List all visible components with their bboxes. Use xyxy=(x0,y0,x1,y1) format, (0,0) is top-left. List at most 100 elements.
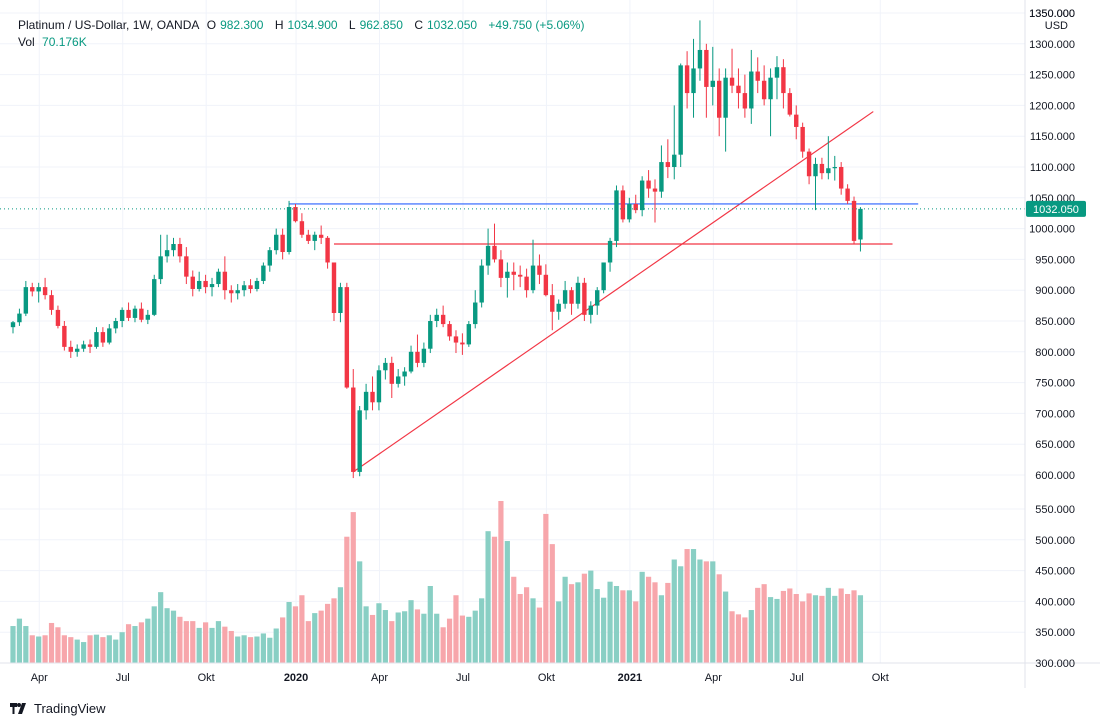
candle-body xyxy=(184,256,189,277)
candle-body xyxy=(164,250,170,257)
volume-bar xyxy=(55,627,61,663)
candle-body xyxy=(267,250,272,266)
candle-body xyxy=(639,180,645,211)
price-tick-label: 1150.000 xyxy=(1030,131,1075,143)
volume-bar xyxy=(459,615,465,663)
candle-body xyxy=(517,274,523,277)
candle-body xyxy=(761,80,767,100)
candle-body xyxy=(10,322,16,328)
volume-bar xyxy=(29,635,35,663)
candle-body xyxy=(749,71,754,109)
candle-body xyxy=(466,324,472,345)
candle-body xyxy=(678,65,683,155)
candle-body xyxy=(158,256,163,280)
svg-text:1032.050: 1032.050 xyxy=(1033,204,1079,216)
price-tick-label: 550.000 xyxy=(1035,504,1075,516)
volume-bar xyxy=(639,571,645,663)
legend-row-volume: Vol 70.176K xyxy=(18,34,588,51)
volume-bar xyxy=(793,594,799,663)
volume-bar xyxy=(716,574,722,663)
volume-bar xyxy=(427,586,433,663)
volume-bar xyxy=(780,590,786,663)
volume-bar xyxy=(697,559,703,663)
volume-bar xyxy=(138,622,144,663)
volume-bar xyxy=(562,576,568,663)
volume-bar xyxy=(800,601,806,663)
legend-vol-label[interactable]: Vol xyxy=(18,35,35,49)
volume-bar xyxy=(228,630,234,663)
volume-bars xyxy=(10,500,864,663)
candle-body xyxy=(781,67,786,94)
volume-bar xyxy=(472,610,478,663)
volume-bar xyxy=(164,608,170,663)
volume-bar xyxy=(633,601,639,663)
volume-bar xyxy=(607,581,613,663)
candle-body xyxy=(177,244,183,257)
candle-body xyxy=(768,77,773,100)
price-axis[interactable]: 600.000 650.000 700.000 750.000 800.000 850.0… xyxy=(1029,8,1075,670)
volume-bar xyxy=(196,627,202,663)
price-tick-label: 1250.000 xyxy=(1029,70,1075,82)
candle-body xyxy=(280,234,285,253)
volume-bar xyxy=(363,606,369,663)
volume-bar xyxy=(568,584,575,663)
volume-bar xyxy=(851,590,857,663)
volume-bar xyxy=(857,595,864,663)
candle-body xyxy=(75,348,80,352)
candle-body xyxy=(286,207,292,253)
brand-name: TradingView xyxy=(34,701,106,716)
volume-bar xyxy=(376,603,382,663)
volume-bar xyxy=(684,549,690,663)
volume-bar xyxy=(389,621,395,663)
candle-body xyxy=(36,287,41,292)
annotations[interactable] xyxy=(289,111,919,473)
volume-bar xyxy=(203,622,209,663)
tradingview-logo-icon xyxy=(10,703,26,714)
candle-body xyxy=(607,240,613,263)
candle-body xyxy=(415,351,420,363)
volume-bar xyxy=(466,616,472,663)
volume-bar xyxy=(690,549,697,663)
time-tick-label: 2021 xyxy=(618,672,642,684)
candle-body xyxy=(152,279,157,315)
candle-body xyxy=(691,68,696,94)
time-tick-label: 2020 xyxy=(284,672,308,684)
candle-body xyxy=(569,290,574,304)
candle-body xyxy=(813,163,818,177)
candle-body xyxy=(595,290,600,306)
time-tick-label: Jul xyxy=(790,672,804,684)
candle-body xyxy=(838,167,844,189)
volume-bar xyxy=(151,606,157,663)
candle-body xyxy=(601,262,606,291)
legend-symbol[interactable]: Platinum / US-Dollar, 1W, OANDA xyxy=(18,18,200,32)
price-tick-label: 1300.000 xyxy=(1029,39,1075,51)
candle-body xyxy=(119,309,125,321)
candle-body xyxy=(460,342,465,345)
volume-bar xyxy=(748,610,754,663)
time-axis[interactable]: Apr Jul Okt 2020 Apr Jul Okt 2021 Apr Jul Okt xyxy=(31,672,889,684)
volume-bar xyxy=(260,633,266,663)
tradingview-brand[interactable]: TradingView xyxy=(10,701,106,716)
candle-body xyxy=(299,221,305,235)
price-tick-label: 400.000 xyxy=(1035,596,1075,608)
legend-vol-value: 70.176K xyxy=(42,35,87,49)
volume-bar xyxy=(286,602,292,663)
price-tick-label: 1000.000 xyxy=(1029,224,1075,236)
candle-body xyxy=(550,295,555,312)
volume-bar xyxy=(254,636,260,663)
candle-body xyxy=(511,271,516,275)
volume-bar xyxy=(755,587,761,663)
volume-bar xyxy=(767,597,774,663)
volume-bar xyxy=(479,598,485,663)
volume-bar xyxy=(395,612,401,663)
volume-bar xyxy=(61,635,67,663)
volume-bar xyxy=(305,621,311,663)
candle-body xyxy=(646,180,651,189)
candle-body xyxy=(492,245,497,260)
volume-bar xyxy=(113,639,119,663)
volume-bar xyxy=(440,627,446,663)
candle-body xyxy=(229,290,234,294)
volume-bar xyxy=(446,618,453,663)
candle-body xyxy=(787,93,793,115)
